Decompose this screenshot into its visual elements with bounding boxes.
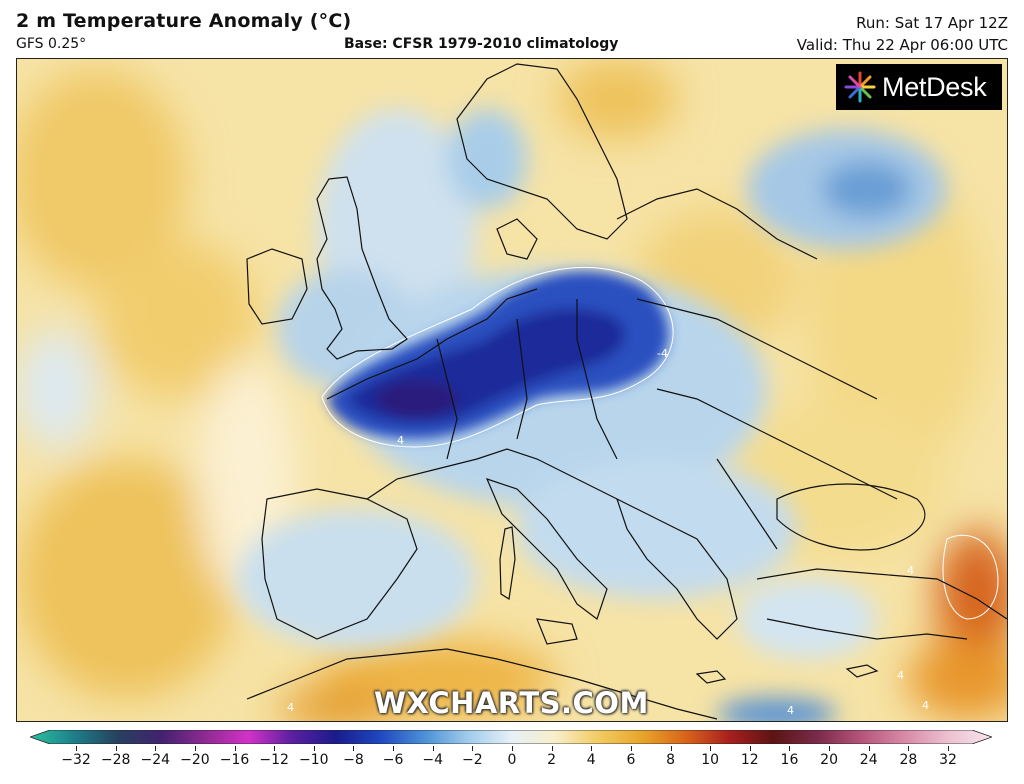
colorbar-tick	[76, 746, 77, 751]
contour-label: -4	[657, 347, 668, 360]
colorbar-tick	[948, 746, 949, 751]
colorbar-tick	[630, 746, 632, 751]
contour-label: 4	[397, 434, 404, 447]
chart-title: 2 m Temperature Anomaly (°C)	[16, 10, 352, 32]
colorbar-tick-label: 10	[701, 752, 720, 768]
anomaly-field: 4 -4 4 4 4 4 4	[17, 59, 1007, 721]
colorbar	[30, 730, 992, 744]
watermark: WXCHARTS.COM	[374, 686, 649, 720]
contour-label: 4	[922, 699, 929, 712]
colorbar-tick-label: 12	[740, 752, 759, 768]
contour-label: 4	[897, 669, 904, 682]
colorbar-tick-label: 24	[859, 752, 878, 768]
colorbar-tick-label: −16	[219, 752, 250, 768]
colorbar-tick	[234, 746, 236, 751]
colorbar-tick	[353, 746, 355, 751]
colorbar-tick-label: −28	[100, 752, 131, 768]
colorbar-tick-label: −32	[61, 752, 91, 768]
colorbar-tick	[551, 746, 553, 751]
colorbar-tick-label: 32	[939, 752, 957, 768]
metdesk-logo: MetDesk	[836, 64, 1002, 110]
colorbar-tick	[274, 746, 276, 751]
colorbar-tick	[472, 746, 474, 751]
colorbar-tick	[789, 746, 791, 751]
logo-text: MetDesk	[882, 71, 987, 102]
colorbar-tick	[512, 746, 513, 751]
colorbar-tick	[908, 746, 910, 751]
model-label: GFS 0.25°	[16, 36, 87, 52]
chart-header: 2 m Temperature Anomaly (°C) GFS 0.25° B…	[0, 0, 1024, 58]
colorbar-tick-label: −4	[422, 752, 444, 768]
colorbar-tick-label: −6	[382, 752, 404, 768]
colorbar-tick-label: −12	[259, 752, 289, 768]
colorbar-tick-label: 8	[666, 752, 675, 768]
colorbar-tick-label: 4	[586, 752, 596, 768]
run-time-label: Run: Sat 17 Apr 12Z	[856, 14, 1008, 32]
colorbar-tick-label: −8	[343, 752, 364, 768]
colorbar-tick	[313, 746, 315, 751]
colorbar-tick	[829, 746, 831, 751]
colorbar-ticks: −32 −28 −24 −20 −16 −12 −10 −8 −6 −4 −2 0 2 4 6 8 10 12 16…	[0, 746, 1024, 776]
metdesk-flower-icon	[844, 71, 876, 103]
colorbar-tick	[432, 746, 434, 751]
colorbar-tick-label: 16	[780, 752, 799, 768]
contour-label: 4	[787, 704, 794, 717]
contour-line	[321, 266, 674, 448]
colorbar-tick	[749, 746, 751, 751]
colorbar-tick	[194, 746, 196, 751]
colorbar-tick-label: 2	[547, 752, 557, 768]
colorbar-tick	[393, 746, 395, 751]
colorbar-tick	[710, 746, 712, 751]
climatology-base-label: Base: CFSR 1979-2010 climatology	[344, 36, 619, 52]
colorbar-tick	[868, 746, 870, 751]
colorbar-tick	[155, 746, 157, 751]
contour-label: 4	[287, 701, 294, 714]
coastlines	[246, 63, 1007, 720]
colorbar-tick	[115, 746, 117, 751]
contour-label: 4	[907, 564, 914, 577]
colorbar-tick-label: 20	[820, 752, 838, 768]
anomaly-map[interactable]: 4 -4 4 4 4 4 4	[16, 58, 1008, 722]
colorbar-tick-label: −10	[299, 752, 329, 768]
valid-time-label: Valid: Thu 22 Apr 06:00 UTC	[796, 36, 1008, 54]
colorbar-tick-label: 28	[899, 752, 918, 768]
colorbar-tick-label: 6	[626, 752, 636, 768]
colorbar-tick-label: −20	[180, 752, 210, 768]
colorbar-tick	[591, 746, 593, 751]
colorbar-tick-label: −2	[462, 752, 483, 768]
colorbar-tick-label: −24	[140, 752, 171, 768]
colorbar-tick-label: 0	[507, 752, 517, 768]
colorbar-tick	[670, 746, 672, 751]
